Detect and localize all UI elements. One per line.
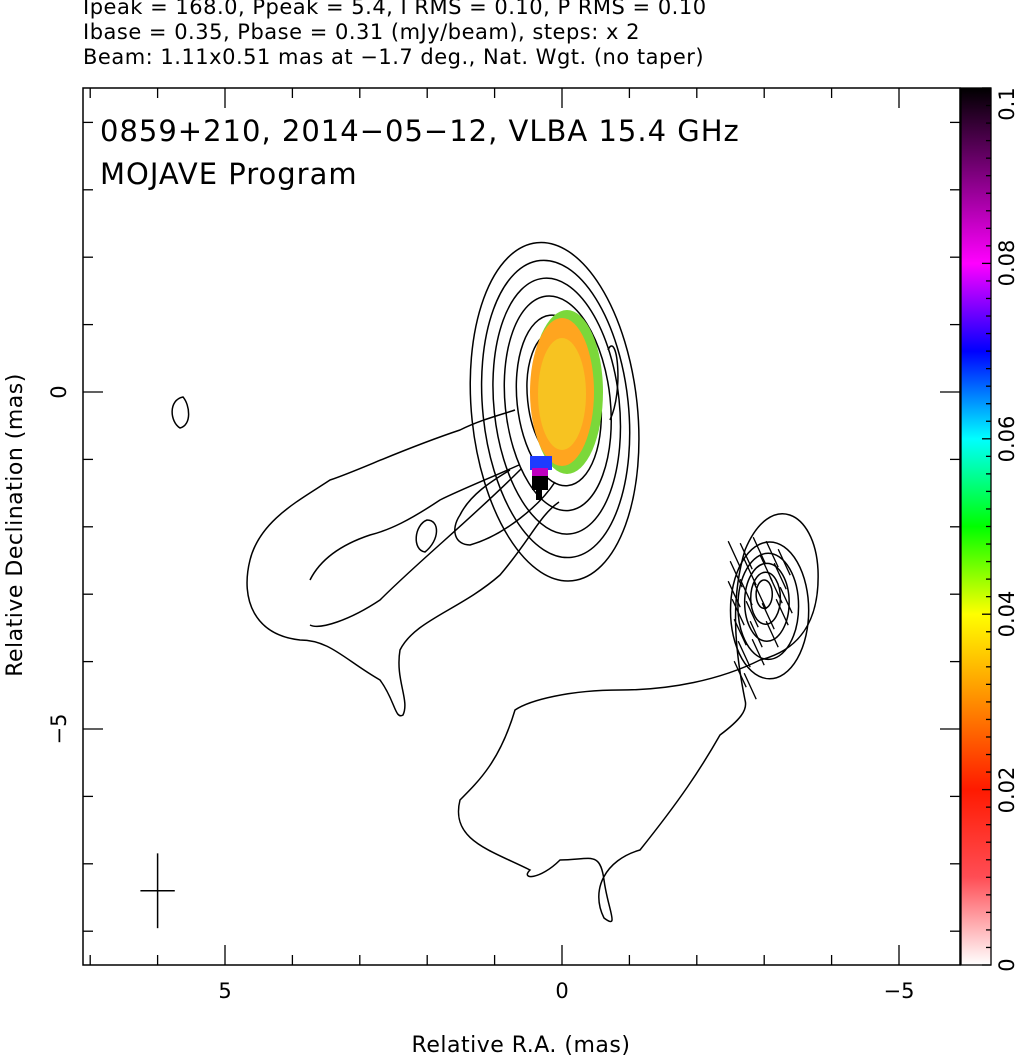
x-tick-label-5: 5 xyxy=(218,979,231,1003)
polarization-vector xyxy=(751,638,765,666)
header-line-3: Beam: 1.11x0.51 mas at −1.7 deg., Nat. W… xyxy=(83,45,705,69)
header-line-1: Ipeak = 168.0, Ppeak = 5.4, I RMS = 0.10… xyxy=(83,0,707,19)
colorbar-ticks xyxy=(982,87,991,966)
header-line-2: Ibase = 0.35, Pbase = 0.31 (mJy/beam), s… xyxy=(83,20,640,44)
beam-cross xyxy=(140,853,175,929)
polarization-vector xyxy=(775,598,789,626)
contour-jet xyxy=(171,396,190,429)
contour-jet xyxy=(454,469,556,546)
colorbar-label-0.06: 0.06 xyxy=(995,416,1019,463)
polarization-vector xyxy=(731,598,745,626)
contour-jet xyxy=(457,513,819,923)
polarization-vector xyxy=(745,600,759,628)
poln-blue xyxy=(530,456,552,470)
poln-magenta xyxy=(532,468,548,476)
polarization-vector xyxy=(729,560,743,588)
polarization-vector xyxy=(765,620,779,648)
y-axis-label: Relative Declination (mas) xyxy=(3,373,28,677)
plot-frame xyxy=(82,87,961,966)
polarization-vector xyxy=(739,578,753,606)
colorbar-label-0.08: 0.08 xyxy=(995,240,1019,287)
polarization-vector xyxy=(739,542,753,570)
contour-secondary xyxy=(743,562,790,642)
polarization-vector xyxy=(753,582,767,610)
polarization-vector xyxy=(733,618,747,646)
polarization-vector xyxy=(777,548,791,576)
y-tick-label-0: 0 xyxy=(47,385,71,398)
colorbar-label-0.1: 0.1 xyxy=(995,87,1019,120)
chart-subtitle: MOJAVE Program xyxy=(100,157,358,191)
polarization-vector xyxy=(769,576,783,604)
polarization-vector xyxy=(752,536,766,564)
colorbar-label-0.02: 0.02 xyxy=(995,767,1019,814)
polarization-vector xyxy=(759,554,773,582)
y-tick-label-minus5: −5 xyxy=(47,714,71,745)
x-tick-label-minus5: −5 xyxy=(884,979,915,1003)
axis-ticks xyxy=(83,88,960,965)
contour-secondary xyxy=(729,541,810,680)
poln-black-tail xyxy=(536,488,542,500)
contour-core xyxy=(503,295,612,512)
contour-jet xyxy=(607,345,619,421)
contour-lines xyxy=(171,241,819,923)
polarization-vector xyxy=(743,672,757,700)
polarization-vector xyxy=(761,602,775,630)
polarization-vector xyxy=(727,580,741,608)
contour-core xyxy=(492,277,622,535)
colorbar-label-0: 0 xyxy=(995,958,1019,971)
contour-jet xyxy=(309,464,520,581)
polarization-vector xyxy=(765,540,779,568)
polarization-vector xyxy=(779,586,793,614)
poln-yellow xyxy=(538,338,586,450)
contour-core xyxy=(469,241,640,582)
contour-core xyxy=(480,259,631,559)
x-axis-label: Relative R.A. (mas) xyxy=(412,1033,631,1058)
polarization-vector xyxy=(733,660,747,688)
polarization-vector xyxy=(749,620,763,648)
polarization-vector xyxy=(727,540,741,568)
contour-secondary xyxy=(737,552,800,661)
polarization-vector xyxy=(743,558,757,586)
polarization-vectors xyxy=(727,536,793,700)
contour-jet xyxy=(415,519,438,553)
chart-title: 0859+210, 2014−05−12, VLBA 15.4 GHz xyxy=(100,114,740,148)
contour-jet xyxy=(246,409,560,717)
polarization-vector xyxy=(773,562,787,590)
poln-black xyxy=(532,476,548,490)
x-tick-label-0: 0 xyxy=(555,979,568,1003)
colorbar-label-0.04: 0.04 xyxy=(995,591,1019,638)
contour-jet xyxy=(309,468,522,627)
polarization-overlay xyxy=(530,310,603,500)
polarization-vector xyxy=(737,640,751,668)
